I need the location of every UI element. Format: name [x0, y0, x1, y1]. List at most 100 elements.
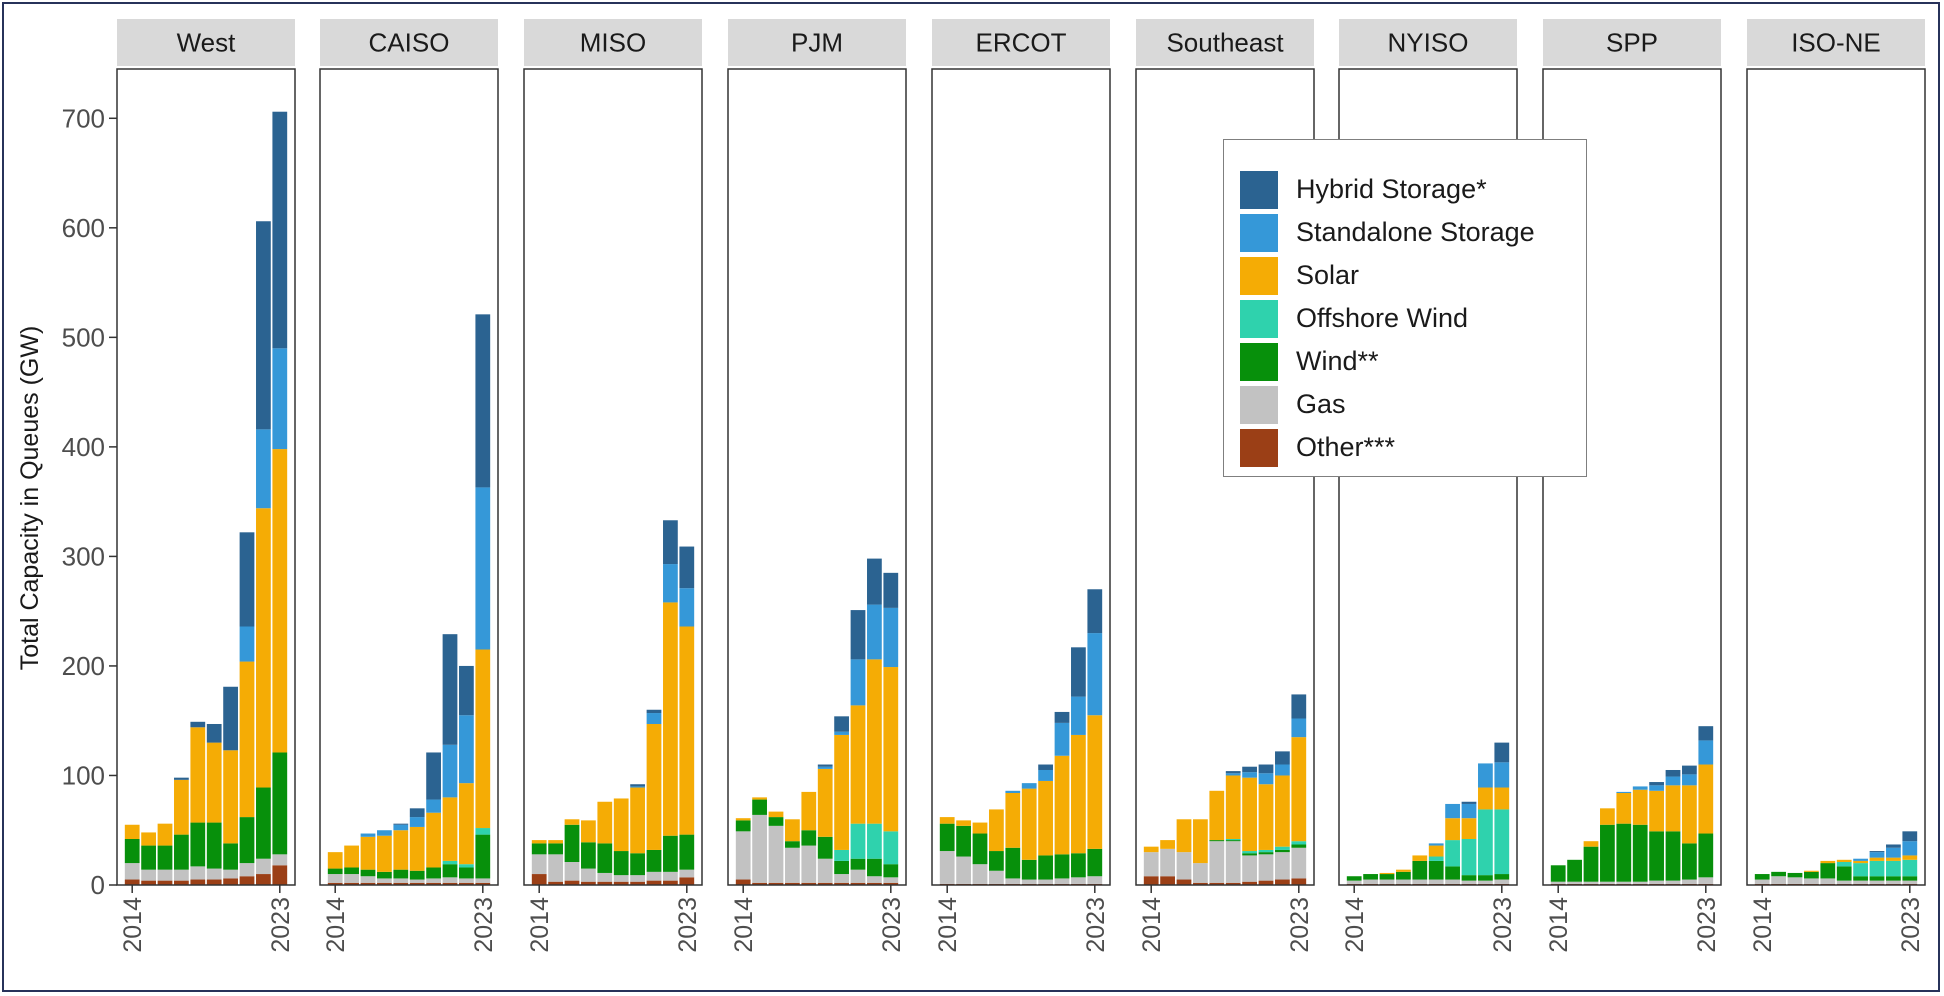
bar-segment-wind-2020	[1242, 853, 1257, 856]
bar-segment-offshore-2019	[1836, 861, 1852, 867]
bar-segment-offshore-2022	[1275, 846, 1290, 850]
bar-segment-gas-2020	[1853, 880, 1868, 884]
bar-segment-solar-2020	[630, 787, 645, 854]
bar-segment-solar-2015	[752, 797, 767, 800]
x-tick-label: 2023	[267, 897, 295, 953]
bar-segment-gas-2014	[327, 874, 343, 883]
bar-segment-other-2022	[867, 882, 882, 885]
bar-segment-wind-2022	[1478, 875, 1493, 881]
bar-segment-standalone-2021	[442, 744, 458, 798]
bar-segment-gas-2022	[459, 878, 474, 883]
bar-segment-standalone-2016	[360, 833, 376, 837]
bar-segment-solar-2019	[409, 826, 425, 871]
bar-segment-hybrid-2021	[442, 634, 458, 745]
bar-segment-hybrid-2022	[1275, 751, 1290, 765]
bar-segment-other-2014	[327, 882, 343, 885]
bar-segment-gas-2014	[124, 863, 140, 880]
bar-segment-standalone-2023	[679, 588, 695, 627]
bar-segment-standalone-2019	[409, 817, 425, 827]
bar-segment-wind-2021	[1054, 854, 1070, 879]
bar-segment-solar-2016	[360, 836, 376, 870]
bar-segment-gas-2015	[752, 814, 767, 883]
y-tick-label: 100	[62, 760, 105, 790]
bar-segment-wind-2020	[223, 843, 238, 870]
bar-segment-standalone-2020	[834, 731, 849, 735]
bar-segment-standalone-2019	[817, 766, 833, 769]
bar-segment-hybrid-2018	[393, 823, 409, 825]
bar-segment-gas-2015	[344, 874, 359, 883]
bar-segment-wind-2021	[1869, 876, 1885, 881]
bar-segment-gas-2016	[1583, 881, 1599, 884]
bar-segment-gas-2018	[190, 866, 206, 880]
bar-segment-standalone-2023	[1698, 740, 1714, 765]
bar-segment-standalone-2019	[1428, 843, 1444, 846]
bar-segment-wind-2019	[817, 836, 833, 859]
x-tick-label: 2014	[322, 897, 350, 953]
bar-segment-wind-2022	[256, 787, 271, 859]
facet-caiso: CAISO 2014 2023	[319, 19, 499, 953]
bar-segment-wind-2020	[630, 853, 645, 876]
bar-segment-solar-2020	[1038, 780, 1053, 856]
bar-segment-standalone-2020	[1649, 785, 1664, 791]
bar-segment-gas-2015	[1771, 876, 1786, 884]
bar-segment-wind-2017	[1396, 871, 1411, 880]
bar-segment-hybrid-2023	[679, 546, 695, 589]
bar-segment-solar-2021	[239, 661, 255, 818]
facet-header	[1339, 19, 1517, 66]
bar-segment-standalone-2022	[867, 604, 882, 660]
bar-segment-hybrid-2023	[475, 314, 491, 488]
bar-segment-solar-2020	[1242, 777, 1257, 852]
bar-segment-solar-2023	[1902, 855, 1918, 860]
bar-segment-solar-2021	[1258, 784, 1274, 850]
bar-segment-wind-2019	[206, 822, 222, 869]
bar-segment-other-2015	[141, 880, 156, 885]
bar-segment-other-2020	[630, 881, 645, 885]
bar-segment-gas-2018	[1209, 841, 1225, 883]
legend-swatch	[1240, 256, 1278, 295]
legend-label: Gas	[1296, 389, 1346, 419]
bar-segment-wind-2021	[1665, 831, 1681, 881]
bar-segment-other-2020	[223, 878, 238, 885]
bar-segment-hybrid-2021	[1665, 769, 1681, 777]
legend-item-hybrid: Hybrid Storage*	[1240, 168, 1586, 211]
y-tick-label: 600	[62, 213, 105, 243]
bar-segment-solar-2014	[124, 824, 140, 839]
bar-segment-offshore-2021	[1461, 838, 1477, 876]
bar-segment-gas-2021	[239, 863, 255, 877]
bar-segment-wind-2019	[1836, 866, 1852, 881]
bar-segment-wind-2020	[834, 860, 849, 875]
bar-segment-wind-2022	[1682, 843, 1697, 880]
facet-miso: MISO 2014 2023	[523, 19, 703, 953]
bar-segment-offshore-2023	[883, 831, 899, 865]
facet-title: PJM	[791, 28, 843, 58]
x-tick-label: 2023	[1897, 897, 1925, 953]
bar-segment-gas-2016	[1379, 879, 1395, 884]
bar-segment-hybrid-2023	[1698, 726, 1714, 741]
facet-header	[932, 19, 1110, 66]
bar-segment-other-2016	[1176, 879, 1192, 885]
bar-segment-gas-2017	[989, 870, 1004, 884]
legend-swatch	[1240, 213, 1278, 252]
bar-segment-solar-2022	[1478, 787, 1493, 810]
facet-title: MISO	[580, 28, 646, 58]
bar-segment-other-2017	[1193, 882, 1208, 885]
facet-title: ERCOT	[976, 28, 1067, 58]
bar-segment-hybrid-2021	[1461, 801, 1477, 804]
bar-segment-wind-2015	[956, 825, 971, 857]
legend-item-other: Other***	[1240, 426, 1586, 469]
facet-header	[1747, 19, 1925, 66]
facet-header	[728, 19, 906, 66]
bar-segment-standalone-2023	[1291, 718, 1307, 738]
bar-segment-gas-2015	[1567, 881, 1582, 884]
bar-segment-wind-2021	[646, 849, 662, 872]
bar-segment-gas-2020	[1242, 855, 1257, 882]
bar-segment-gas-2020	[1038, 879, 1053, 884]
bar-segment-standalone-2019	[1225, 773, 1241, 776]
legend-label: Offshore Wind	[1296, 303, 1469, 333]
bar-segment-other-2023	[1291, 878, 1307, 885]
bar-segment-wind-2018	[1209, 840, 1225, 842]
bar-segment-gas-2019	[206, 868, 222, 880]
bar-segment-gas-2019	[1428, 879, 1444, 884]
bar-segment-solar-2016	[564, 819, 580, 825]
bar-segment-wind-2018	[597, 843, 613, 873]
